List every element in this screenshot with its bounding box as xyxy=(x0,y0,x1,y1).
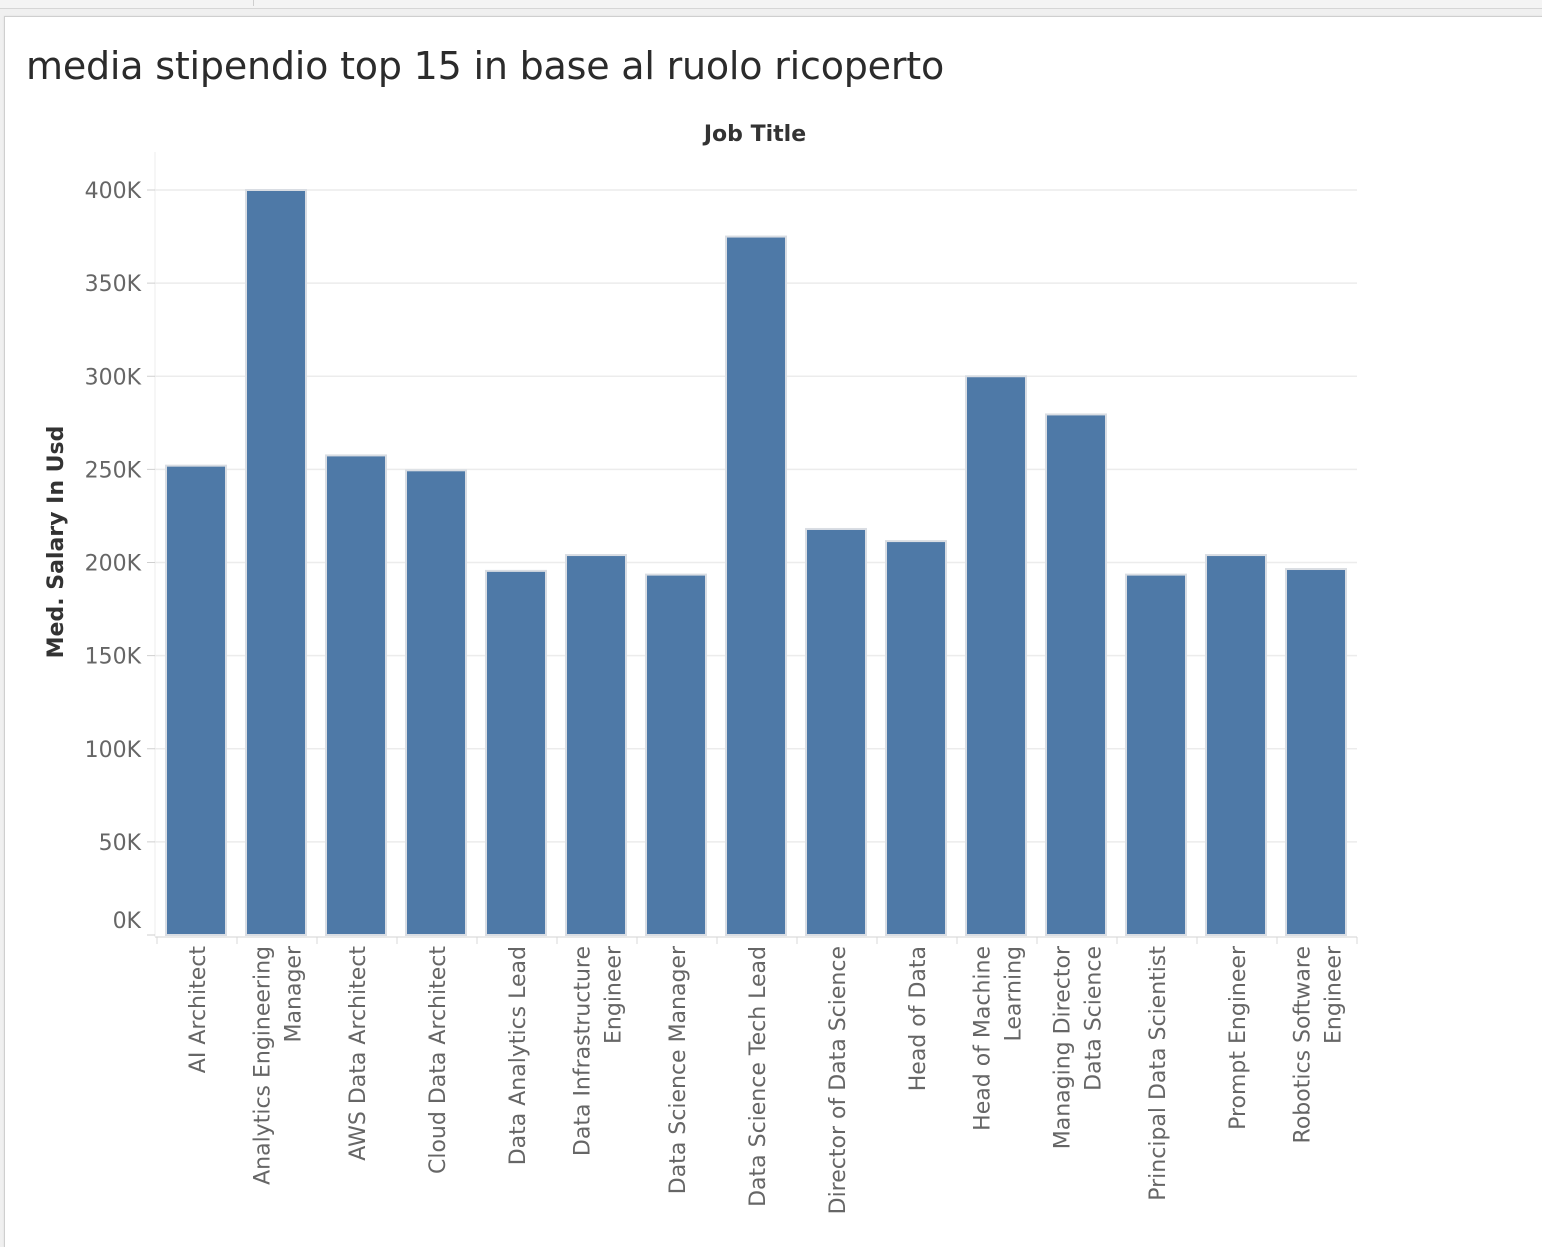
bar xyxy=(1205,554,1267,936)
x-tick-label: Data Science Tech Lead xyxy=(746,946,771,1207)
bar xyxy=(405,469,467,936)
y-tick-label: 150K xyxy=(85,645,142,670)
bar xyxy=(965,375,1027,936)
y-axis-ticks: 0K 50K 100K 150K 200K 250K 300K 350K 400K xyxy=(85,179,155,936)
x-axis-title: Job Title xyxy=(702,122,806,147)
x-tick-label: Prompt Engineer xyxy=(1226,945,1251,1130)
bar xyxy=(245,189,307,936)
x-tick-label: Data Analytics Lead xyxy=(506,946,531,1165)
toolbar-divider xyxy=(253,0,254,6)
bar xyxy=(485,569,547,936)
top-toolbar-strip xyxy=(0,0,1542,9)
y-tick-label: 300K xyxy=(85,365,142,390)
x-tick-label: Cloud Data Architect xyxy=(426,946,451,1174)
y-tick-label: 400K xyxy=(85,179,142,204)
x-tick-label: Engineer xyxy=(1322,945,1347,1044)
bar xyxy=(1045,413,1107,936)
bar xyxy=(1125,573,1187,936)
y-tick-label: 200K xyxy=(85,552,142,577)
x-tick-label: Engineer xyxy=(602,945,627,1044)
x-tick-label: AI Architect xyxy=(186,946,211,1074)
bar xyxy=(645,573,707,936)
x-tick-label: Head of Data xyxy=(906,946,931,1091)
bar xyxy=(165,464,227,936)
y-tick-label: 250K xyxy=(85,458,142,483)
x-tick-label: Data Science xyxy=(1082,946,1107,1091)
y-tick-label: 50K xyxy=(99,831,142,856)
bars xyxy=(165,189,1347,936)
x-tick-label: Principal Data Scientist xyxy=(1146,946,1171,1201)
x-tick-label: Analytics Engineering xyxy=(251,946,276,1185)
bar xyxy=(1285,568,1347,936)
x-tick-label: Data Infrastructure xyxy=(571,946,596,1156)
y-axis-title: Med. Salary In Usd xyxy=(44,426,69,659)
y-tick-label: 350K xyxy=(85,272,142,297)
x-tick-label: Learning xyxy=(1002,946,1027,1042)
x-tick-label: Manager xyxy=(282,945,307,1042)
x-tick-label: Robotics Software xyxy=(1291,946,1316,1143)
x-tick-label: Managing Director xyxy=(1051,945,1076,1149)
x-tick-label: Head of Machine xyxy=(971,946,996,1131)
page-title: media stipendio top 15 in base al ruolo … xyxy=(26,44,945,88)
x-tick-label: Director of Data Science xyxy=(826,946,851,1214)
bar xyxy=(725,235,787,936)
bar xyxy=(805,527,867,936)
x-tick-label: Data Science Manager xyxy=(666,945,691,1194)
bar xyxy=(565,554,627,936)
x-tick-label: AWS Data Architect xyxy=(346,946,371,1161)
y-tick-label: 100K xyxy=(85,738,142,763)
x-axis-ticks: AI Architect Analytics Engineering Manager… xyxy=(156,937,1358,1214)
bar xyxy=(325,454,387,936)
y-tick-label: 0K xyxy=(113,909,142,934)
bar xyxy=(885,540,947,936)
